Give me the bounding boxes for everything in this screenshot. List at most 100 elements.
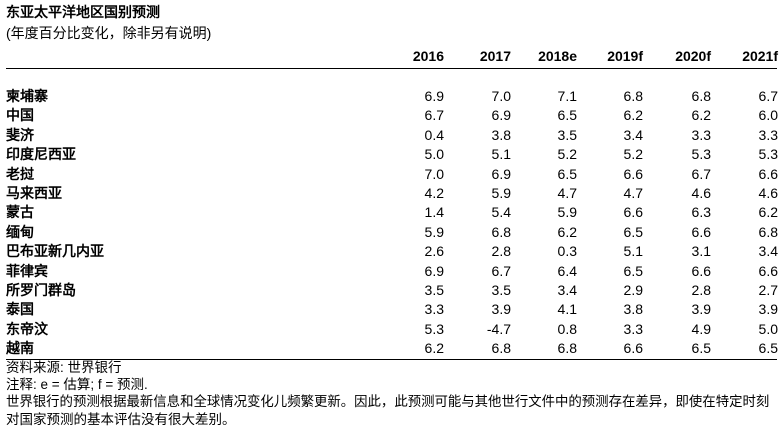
row-label: 东帝汶 — [6, 320, 48, 337]
cell-value: 7.0 — [491, 88, 511, 104]
row-label: 越南 — [6, 340, 34, 357]
cell-value: 6.6 — [691, 223, 711, 240]
cell-value: 7.1 — [557, 88, 577, 104]
cell-value: 6.8 — [557, 340, 577, 357]
cell-value: 6.0 — [758, 107, 778, 124]
cell-value: 3.9 — [691, 301, 711, 318]
cell-value: 6.2 — [691, 107, 711, 124]
row-label: 马来西亚 — [6, 185, 62, 201]
cell-value: 3.1 — [691, 243, 711, 260]
cell-value: 6.8 — [491, 340, 511, 357]
cell-value: 6.2 — [424, 340, 444, 357]
title: 东亚太平洋地区国别预测 — [6, 4, 160, 20]
cell-value: 5.0 — [424, 146, 444, 163]
cell-value: 0.3 — [557, 243, 577, 260]
column-header: 2019f — [607, 48, 643, 64]
row-label: 老挝 — [6, 165, 34, 182]
cell-value: 5.3 — [758, 146, 778, 163]
cell-value: 3.3 — [424, 301, 444, 318]
cell-value: 6.9 — [491, 107, 511, 124]
cell-value: 6.7 — [424, 107, 444, 124]
cell-value: 3.4 — [623, 126, 643, 143]
cell-value: 6.9 — [424, 88, 444, 104]
column-header: 2021f — [742, 48, 778, 64]
cell-value: 4.6 — [691, 185, 711, 201]
row-label: 所罗门群岛 — [6, 282, 76, 298]
footnote: 注释: e = 估算; f = 预测. — [6, 377, 148, 392]
cell-value: 3.9 — [491, 301, 511, 318]
cell-value: 1.4 — [424, 204, 444, 221]
column-header: 2018e — [538, 48, 577, 64]
cell-value: 5.1 — [623, 243, 643, 260]
cell-value: 6.8 — [623, 88, 643, 104]
cell-value: 2.7 — [758, 282, 778, 298]
cell-value: 4.1 — [557, 301, 577, 318]
row-label: 印度尼西亚 — [6, 146, 76, 163]
subtitle: (年度百分比变化，除非另有说明) — [6, 25, 212, 41]
cell-value: 5.3 — [424, 320, 444, 337]
cell-value: 6.8 — [758, 223, 778, 240]
cell-value: 6.5 — [623, 223, 643, 240]
cell-value: 3.5 — [491, 282, 511, 298]
row-label: 蒙古 — [6, 204, 34, 221]
cell-value: 6.3 — [691, 204, 711, 221]
cell-value: 6.2 — [623, 107, 643, 124]
cell-value: 6.6 — [623, 165, 643, 182]
cell-value: 7.0 — [424, 165, 444, 182]
cell-value: 5.2 — [557, 146, 577, 163]
cell-value: 3.8 — [491, 126, 511, 143]
cell-value: 4.9 — [691, 320, 711, 337]
cell-value: 6.7 — [491, 262, 511, 279]
cell-value: 6.8 — [491, 223, 511, 240]
cell-value: 3.4 — [758, 243, 778, 260]
header-rule — [6, 68, 777, 69]
cell-value: 3.8 — [623, 301, 643, 318]
cell-value: 4.7 — [623, 185, 643, 201]
cell-value: 5.3 — [691, 146, 711, 163]
cell-value: 2.8 — [691, 282, 711, 298]
footnote: 对国家预测的基本评估没有很大差别。 — [6, 412, 236, 427]
cell-value: 5.2 — [623, 146, 643, 163]
cell-value: 5.9 — [557, 204, 577, 221]
row-label: 菲律宾 — [6, 262, 48, 279]
cell-value: 6.5 — [623, 262, 643, 279]
cell-value: 5.1 — [491, 146, 511, 163]
cell-value: 0.4 — [424, 126, 444, 143]
cell-value: 2.9 — [623, 282, 643, 298]
cell-value: 5.4 — [491, 204, 511, 221]
cell-value: 6.5 — [691, 340, 711, 357]
cell-value: 6.5 — [758, 340, 778, 357]
row-label: 泰国 — [6, 301, 34, 318]
cell-value: 6.6 — [623, 340, 643, 357]
cell-value: 6.4 — [557, 262, 577, 279]
cell-value: 6.7 — [691, 165, 711, 182]
column-header: 2017 — [479, 48, 511, 64]
column-header: 2016 — [412, 48, 444, 64]
cell-value: 3.9 — [758, 301, 778, 318]
cell-value: 6.6 — [758, 262, 778, 279]
cell-value: 4.2 — [424, 185, 444, 201]
cell-value: 6.6 — [691, 262, 711, 279]
cell-value: 4.7 — [557, 185, 577, 201]
cell-value: 3.3 — [758, 126, 778, 143]
cell-value: 3.5 — [424, 282, 444, 298]
cell-value: 3.3 — [691, 126, 711, 143]
cell-value: 3.4 — [557, 282, 577, 298]
cell-value: 2.8 — [491, 243, 511, 260]
cell-value: 6.7 — [758, 88, 778, 104]
cell-value: 6.9 — [424, 262, 444, 279]
row-label: 巴布亚新几内亚 — [6, 243, 104, 260]
row-label: 柬埔寨 — [6, 88, 48, 104]
cell-value: 6.9 — [491, 165, 511, 182]
cell-value: 6.8 — [691, 88, 711, 104]
cell-value: 6.5 — [557, 165, 577, 182]
cell-value: 4.6 — [758, 185, 778, 201]
column-header: 2020f — [675, 48, 711, 64]
cell-value: 5.9 — [491, 185, 511, 201]
cell-value: 2.6 — [424, 243, 444, 260]
footnote: 资料来源: 世界银行 — [6, 360, 122, 375]
cell-value: 0.8 — [557, 320, 577, 337]
cell-value: 3.5 — [557, 126, 577, 143]
footnote: 世界银行的预测根据最新信息和全球情况变化儿频繁更新。因此，此预测可能与其他世行文… — [6, 394, 770, 409]
